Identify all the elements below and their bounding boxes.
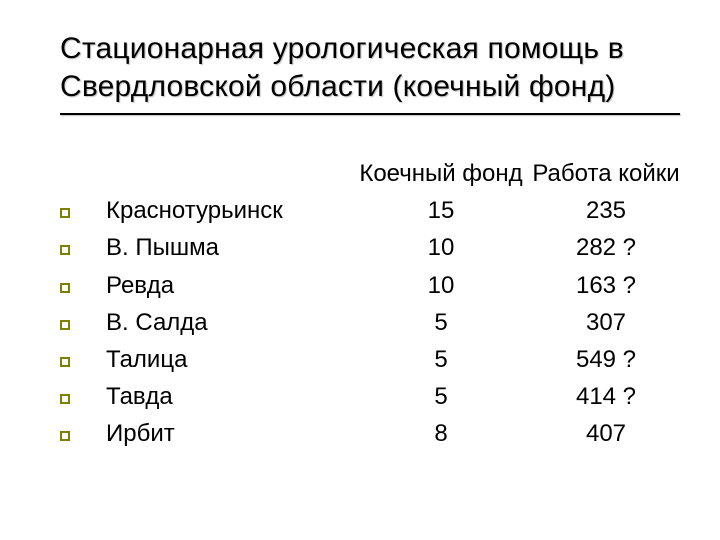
- title-line-2: Свердловской области (коечный фонд): [60, 70, 615, 103]
- cell-name: В. Пышма: [106, 229, 356, 266]
- cell-name: Ревда: [106, 267, 356, 304]
- title-line-1: Стационарная урологическая помощь в: [60, 32, 624, 65]
- cell-name: Краснотурьинск: [106, 192, 356, 229]
- header-fund: Коечный фонд: [356, 155, 526, 192]
- cell-fund: 10: [356, 267, 526, 304]
- square-bullet-icon: [60, 208, 70, 218]
- cell-fund: 5: [356, 378, 526, 415]
- square-bullet-icon: [60, 431, 70, 441]
- square-bullet-icon: [60, 245, 70, 255]
- data-table: Коечный фонд Работа койки Краснотурьинск…: [60, 155, 680, 453]
- bullet-cell: [60, 208, 106, 218]
- cell-fund: 5: [356, 304, 526, 341]
- bullet-cell: [60, 357, 106, 367]
- header-work: Работа койки: [526, 155, 686, 192]
- cell-work: 282 ?: [526, 229, 686, 266]
- cell-work: 235: [526, 192, 686, 229]
- bullet-cell: [60, 245, 106, 255]
- cell-name: В. Салда: [106, 304, 356, 341]
- cell-name: Талица: [106, 341, 356, 378]
- bullet-cell: [60, 320, 106, 330]
- table-row: В. Салда5307: [60, 304, 680, 341]
- bullet-cell: [60, 431, 106, 441]
- table-header-row: Коечный фонд Работа койки: [60, 155, 680, 192]
- cell-work: 307: [526, 304, 686, 341]
- square-bullet-icon: [60, 320, 70, 330]
- table-row: В. Пышма10282 ?: [60, 229, 680, 266]
- cell-fund: 15: [356, 192, 526, 229]
- cell-fund: 5: [356, 341, 526, 378]
- cell-work: 407: [526, 415, 686, 452]
- cell-fund: 8: [356, 415, 526, 452]
- slide-title: Стационарная урологическая помощь в Свер…: [60, 30, 680, 105]
- table-row: Талица5549 ?: [60, 341, 680, 378]
- table-row: Краснотурьинск15235: [60, 192, 680, 229]
- cell-fund: 10: [356, 229, 526, 266]
- bullet-cell: [60, 283, 106, 293]
- bullet-cell: [60, 394, 106, 404]
- square-bullet-icon: [60, 283, 70, 293]
- cell-name: Ирбит: [106, 415, 356, 452]
- square-bullet-icon: [60, 394, 70, 404]
- cell-work: 414 ?: [526, 378, 686, 415]
- table-row: Ревда10163 ?: [60, 267, 680, 304]
- cell-name: Тавда: [106, 378, 356, 415]
- cell-work: 163 ?: [526, 267, 686, 304]
- square-bullet-icon: [60, 357, 70, 367]
- title-underline: [60, 113, 680, 115]
- cell-work: 549 ?: [526, 341, 686, 378]
- table-row: Тавда5414 ?: [60, 378, 680, 415]
- table-row: Ирбит8407: [60, 415, 680, 452]
